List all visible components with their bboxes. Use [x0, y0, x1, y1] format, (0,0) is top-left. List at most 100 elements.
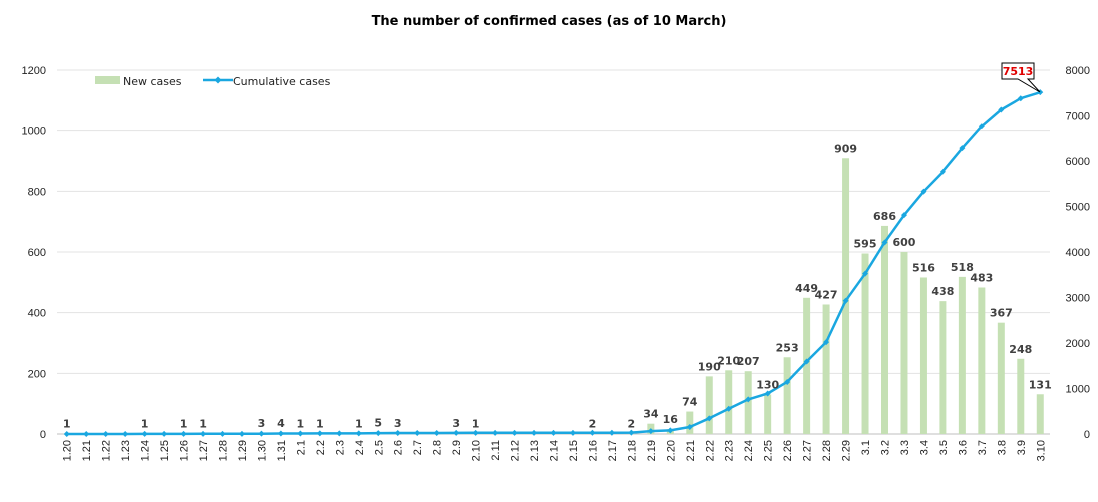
- x-tick-label: 2.23: [724, 440, 736, 461]
- bar-data-label: 3: [452, 417, 460, 430]
- x-tick-label: 3.9: [1016, 440, 1028, 455]
- bar-data-label: 248: [1009, 343, 1032, 356]
- bar-new-cases: [705, 376, 713, 434]
- legend: New cases Cumulative cases: [95, 75, 331, 88]
- cumulative-point: [336, 430, 343, 437]
- bar-new-cases: [861, 253, 869, 434]
- cumulative-point: [258, 430, 265, 437]
- y-left-tick-label: 1200: [22, 65, 46, 77]
- bar-new-cases: [997, 322, 1005, 434]
- bar-new-cases: [919, 277, 927, 434]
- x-tick-label: 2.19: [646, 440, 658, 461]
- x-tick-label: 1.28: [218, 440, 230, 461]
- cumulative-point: [628, 429, 635, 436]
- bar-data-label: 1: [472, 418, 480, 431]
- cumulative-point: [161, 430, 168, 437]
- bar-data-label: 438: [931, 285, 954, 298]
- cumulative-point: [238, 430, 245, 437]
- bar-data-label: 190: [698, 360, 721, 373]
- x-tick-label: 3.2: [880, 440, 892, 455]
- y-right-tick-label: 8000: [1066, 65, 1090, 77]
- x-tick-label: 2.11: [490, 440, 502, 461]
- x-tick-label: 1.23: [120, 440, 132, 461]
- bar-data-label: 483: [970, 271, 993, 284]
- cumulative-point: [83, 430, 90, 437]
- bar-data-label: 518: [951, 261, 974, 274]
- bar-new-cases: [783, 357, 791, 434]
- x-tick-label: 2.16: [587, 440, 599, 461]
- chart-title: The number of confirmed cases (as of 10 …: [372, 14, 727, 29]
- x-tick-label: 1.26: [179, 440, 191, 461]
- x-tick-label: 2.1: [295, 440, 307, 455]
- cumulative-point: [492, 429, 499, 436]
- x-tick-label: 1.25: [159, 440, 171, 461]
- cumulative-point: [219, 430, 226, 437]
- new-cases-bars: [63, 158, 1044, 434]
- cumulative-point: [472, 429, 479, 436]
- bar-data-label: 909: [834, 142, 857, 155]
- y-left-tick-label: 600: [28, 247, 46, 259]
- x-tick-label: 3.10: [1035, 440, 1047, 461]
- bar-data-label: 1: [180, 418, 188, 431]
- x-tick-label: 2.8: [432, 440, 444, 455]
- bar-new-cases: [900, 252, 908, 434]
- y-right-tick-label: 2000: [1066, 338, 1090, 350]
- y-right-tick-label: 4000: [1066, 247, 1090, 259]
- legend-marker-cumulative-cases: [214, 76, 222, 84]
- bar-data-label: 427: [815, 288, 838, 301]
- bar-new-cases: [725, 370, 733, 434]
- x-tick-label: 2.29: [841, 440, 853, 461]
- x-tick-label: 1.22: [101, 440, 113, 461]
- cumulative-point: [647, 428, 654, 435]
- y-right-tick-label: 0: [1084, 429, 1090, 441]
- bar-new-cases: [803, 297, 811, 434]
- cumulative-point: [63, 430, 70, 437]
- cumulative-point: [842, 297, 849, 304]
- bar-data-label: 1: [199, 418, 207, 431]
- bar-data-label: 16: [663, 413, 679, 426]
- bar-new-cases: [744, 371, 752, 434]
- y-axis-left: 0 200 400 600 800 1000 1200: [22, 65, 46, 441]
- x-tick-label: 3.8: [996, 440, 1008, 455]
- cumulative-point: [550, 429, 557, 436]
- cumulative-point: [122, 430, 129, 437]
- y-right-tick-label: 5000: [1066, 202, 1090, 214]
- x-tick-label: 2.3: [334, 440, 346, 455]
- bar-new-cases: [842, 158, 850, 434]
- x-tick-label: 1.21: [81, 440, 93, 461]
- x-tick-label: 2.6: [393, 440, 405, 455]
- bar-data-label: 449: [795, 282, 818, 295]
- x-tick-label: 2.20: [665, 440, 677, 461]
- legend-label-new-cases: New cases: [123, 75, 182, 88]
- bar-data-label: 1: [355, 418, 363, 431]
- bar-new-cases: [686, 411, 694, 434]
- y-right-tick-label: 3000: [1066, 293, 1090, 305]
- x-tick-label: 2.7: [412, 440, 424, 455]
- cumulative-point: [608, 429, 615, 436]
- cumulative-point: [959, 145, 966, 152]
- x-tick-label: 3.4: [918, 440, 930, 455]
- bar-data-label: 2: [628, 417, 636, 430]
- cumulative-point: [784, 378, 791, 385]
- cumulative-point: [745, 396, 752, 403]
- cumulative-point: [375, 430, 382, 437]
- bar-data-label: 1: [316, 418, 324, 431]
- x-tick-label: 3.1: [860, 440, 872, 455]
- bar-data-label: 367: [990, 307, 1013, 320]
- bar-data-label: 1: [297, 418, 305, 431]
- bar-data-label: 3: [394, 417, 402, 430]
- x-tick-label: 3.7: [977, 440, 989, 455]
- cumulative-point: [589, 429, 596, 436]
- cumulative-point: [998, 106, 1005, 113]
- x-tick-label: 2.26: [782, 440, 794, 461]
- cumulative-point: [511, 429, 518, 436]
- cumulative-point: [862, 270, 869, 277]
- bar-data-label: 595: [854, 238, 877, 251]
- x-tick-label: 2.4: [354, 440, 366, 455]
- bar-new-cases: [958, 276, 966, 434]
- x-tick-label: 2.10: [471, 440, 483, 461]
- bar-data-label: 253: [776, 341, 799, 354]
- bar-new-cases: [1017, 358, 1025, 434]
- x-tick-label: 3.3: [899, 440, 911, 455]
- x-tick-label: 2.15: [568, 440, 580, 461]
